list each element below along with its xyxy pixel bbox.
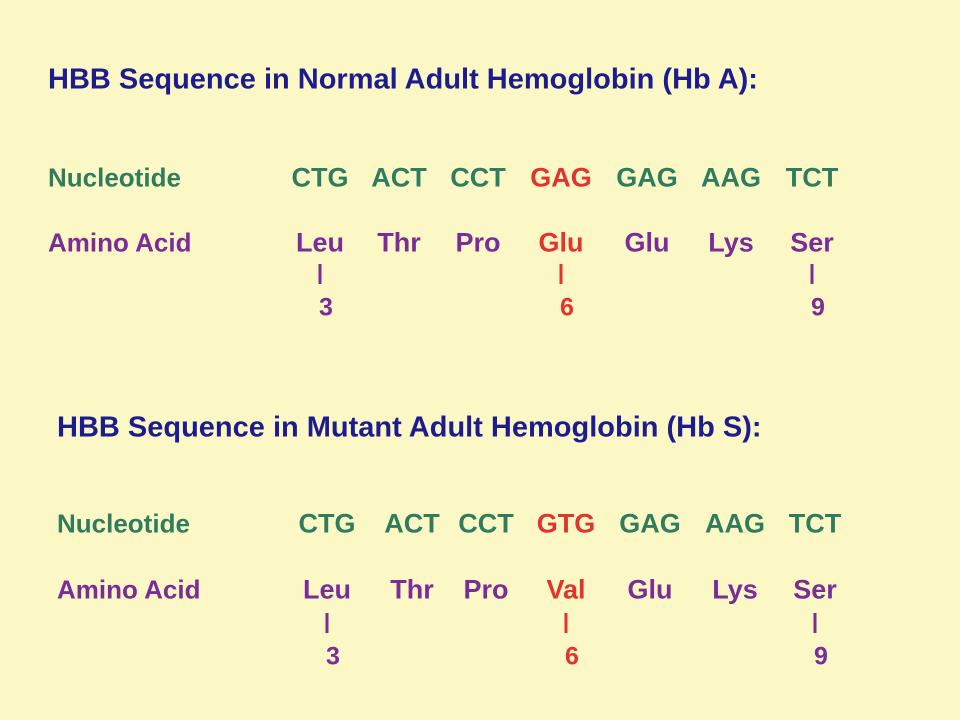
codon: AAG bbox=[705, 508, 765, 539]
amino-acid: Glu bbox=[627, 574, 673, 605]
nucleotide-label: Nucleotide bbox=[48, 162, 181, 193]
position-tick bbox=[559, 264, 563, 284]
amino-acid: Leu bbox=[295, 227, 345, 258]
position-number: 9 bbox=[814, 642, 828, 671]
codon: ACT bbox=[371, 162, 427, 193]
codon: AAG bbox=[701, 162, 761, 193]
position-number: 6 bbox=[560, 293, 574, 322]
position-number: 3 bbox=[319, 293, 333, 322]
amino-acid: Thr bbox=[377, 227, 421, 258]
position-number: 6 bbox=[565, 642, 579, 671]
section-title: HBB Sequence in Mutant Adult Hemoglobin … bbox=[57, 411, 762, 444]
amino-label: Amino Acid bbox=[48, 227, 192, 258]
codon: CCT bbox=[450, 162, 506, 193]
amino-acid: Lys bbox=[712, 574, 758, 605]
position-tick bbox=[564, 613, 568, 633]
amino-acid: Thr bbox=[390, 574, 434, 605]
codon: TCT bbox=[785, 162, 839, 193]
codon: GAG bbox=[616, 162, 678, 193]
amino-acid: Leu bbox=[302, 574, 352, 605]
amino-acid: Ser bbox=[793, 574, 837, 605]
amino-acid: Val bbox=[546, 574, 586, 605]
amino-acid: Lys bbox=[708, 227, 754, 258]
position-tick bbox=[318, 264, 322, 284]
amino-acid: Glu bbox=[538, 227, 584, 258]
codon: TCT bbox=[788, 508, 842, 539]
codon: GTG bbox=[536, 508, 596, 539]
amino-label: Amino Acid bbox=[57, 574, 201, 605]
position-number: 9 bbox=[811, 293, 825, 322]
position-tick bbox=[813, 613, 817, 633]
amino-acid: Glu bbox=[624, 227, 670, 258]
amino-acid: Ser bbox=[790, 227, 834, 258]
section-title: HBB Sequence in Normal Adult Hemoglobin … bbox=[48, 63, 758, 96]
codon: CTG bbox=[298, 508, 356, 539]
codon: ACT bbox=[384, 508, 440, 539]
nucleotide-label: Nucleotide bbox=[57, 508, 190, 539]
position-tick bbox=[325, 613, 329, 633]
amino-acid: Pro bbox=[463, 574, 509, 605]
codon: GAG bbox=[530, 162, 592, 193]
codon: CCT bbox=[458, 508, 514, 539]
position-number: 3 bbox=[326, 642, 340, 671]
codon: CTG bbox=[291, 162, 349, 193]
amino-acid: Pro bbox=[455, 227, 501, 258]
position-tick bbox=[810, 264, 814, 284]
codon: GAG bbox=[619, 508, 681, 539]
